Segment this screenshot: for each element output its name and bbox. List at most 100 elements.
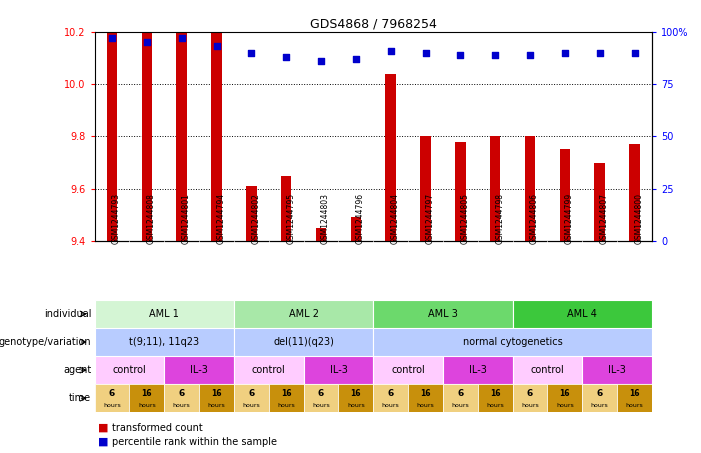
Text: percentile rank within the sample: percentile rank within the sample xyxy=(112,437,277,447)
Point xyxy=(420,49,431,56)
Text: time: time xyxy=(69,393,91,403)
Bar xyxy=(164,356,234,384)
Text: AML 2: AML 2 xyxy=(289,309,319,319)
Text: GSM1244805: GSM1244805 xyxy=(461,193,470,244)
Point xyxy=(594,49,605,56)
Bar xyxy=(373,384,408,412)
Text: control: control xyxy=(391,365,425,375)
Bar xyxy=(490,136,501,241)
Bar xyxy=(373,328,652,356)
Point xyxy=(489,51,501,58)
Bar xyxy=(373,356,443,384)
Text: ■: ■ xyxy=(98,423,109,433)
Text: 16: 16 xyxy=(421,389,431,398)
Point xyxy=(280,53,292,60)
Bar xyxy=(316,228,326,241)
Bar xyxy=(421,136,430,241)
Text: hours: hours xyxy=(103,403,121,408)
Point xyxy=(211,43,222,50)
Text: 16: 16 xyxy=(490,389,501,398)
Text: hours: hours xyxy=(416,403,435,408)
Bar xyxy=(246,186,257,241)
Bar xyxy=(478,384,512,412)
Text: 6: 6 xyxy=(248,389,254,398)
Bar xyxy=(95,300,234,328)
Bar xyxy=(95,384,130,412)
Text: hours: hours xyxy=(207,403,226,408)
Point xyxy=(315,58,327,65)
Text: 6: 6 xyxy=(457,389,463,398)
Text: GSM1244800: GSM1244800 xyxy=(634,193,644,244)
Text: 6: 6 xyxy=(318,389,324,398)
Text: GSM1244808: GSM1244808 xyxy=(147,193,156,244)
Bar xyxy=(594,163,605,241)
Point xyxy=(142,39,153,46)
Text: 16: 16 xyxy=(559,389,570,398)
Text: transformed count: transformed count xyxy=(112,423,203,433)
Bar xyxy=(234,300,374,328)
Text: hours: hours xyxy=(382,403,400,408)
Bar xyxy=(234,356,304,384)
Bar xyxy=(547,384,583,412)
Text: hours: hours xyxy=(347,403,365,408)
Text: 16: 16 xyxy=(211,389,222,398)
Text: 16: 16 xyxy=(629,389,640,398)
Text: 6: 6 xyxy=(109,389,115,398)
Bar xyxy=(350,217,361,241)
Text: hours: hours xyxy=(173,403,191,408)
Text: hours: hours xyxy=(625,403,644,408)
Point xyxy=(455,51,466,58)
Bar xyxy=(304,384,339,412)
Bar xyxy=(234,328,374,356)
Point xyxy=(524,51,536,58)
Text: ■: ■ xyxy=(98,437,109,447)
Bar xyxy=(95,328,234,356)
Text: del(11)(q23): del(11)(q23) xyxy=(273,337,334,347)
Text: GSM1244795: GSM1244795 xyxy=(286,193,295,244)
Bar xyxy=(268,384,304,412)
Text: hours: hours xyxy=(312,403,330,408)
Text: hours: hours xyxy=(451,403,469,408)
Text: GSM1244793: GSM1244793 xyxy=(112,193,121,244)
Text: IL-3: IL-3 xyxy=(608,365,626,375)
Bar xyxy=(443,356,512,384)
Text: normal cytogenetics: normal cytogenetics xyxy=(463,337,562,347)
Text: control: control xyxy=(531,365,564,375)
Bar xyxy=(525,136,536,241)
Text: t(9;11), 11q23: t(9;11), 11q23 xyxy=(129,337,199,347)
Point xyxy=(350,55,362,63)
Text: 6: 6 xyxy=(179,389,185,398)
Bar xyxy=(617,384,652,412)
Text: control: control xyxy=(113,365,147,375)
Text: AML 1: AML 1 xyxy=(149,309,179,319)
Text: hours: hours xyxy=(278,403,295,408)
Bar xyxy=(512,300,652,328)
Bar xyxy=(95,356,164,384)
Text: GSM1244804: GSM1244804 xyxy=(390,193,400,244)
Text: GSM1244806: GSM1244806 xyxy=(530,193,539,244)
Bar xyxy=(629,144,640,241)
Text: GSM1244794: GSM1244794 xyxy=(217,193,226,244)
Bar xyxy=(373,300,512,328)
Bar xyxy=(281,176,292,241)
Text: hours: hours xyxy=(591,403,608,408)
Text: agent: agent xyxy=(63,365,91,375)
Text: 6: 6 xyxy=(527,389,533,398)
Bar xyxy=(177,0,187,241)
Text: hours: hours xyxy=(138,403,156,408)
Text: hours: hours xyxy=(243,403,260,408)
Text: GSM1244801: GSM1244801 xyxy=(182,193,191,244)
Bar xyxy=(339,384,373,412)
Bar xyxy=(559,149,570,241)
Text: GSM1244798: GSM1244798 xyxy=(495,193,504,244)
Text: 6: 6 xyxy=(388,389,394,398)
Text: control: control xyxy=(252,365,286,375)
Text: 16: 16 xyxy=(142,389,152,398)
Bar xyxy=(512,384,547,412)
Bar xyxy=(164,384,199,412)
Bar xyxy=(583,356,652,384)
Text: 6: 6 xyxy=(597,389,603,398)
Point xyxy=(107,34,118,42)
Text: 16: 16 xyxy=(281,389,292,398)
Point xyxy=(246,49,257,56)
